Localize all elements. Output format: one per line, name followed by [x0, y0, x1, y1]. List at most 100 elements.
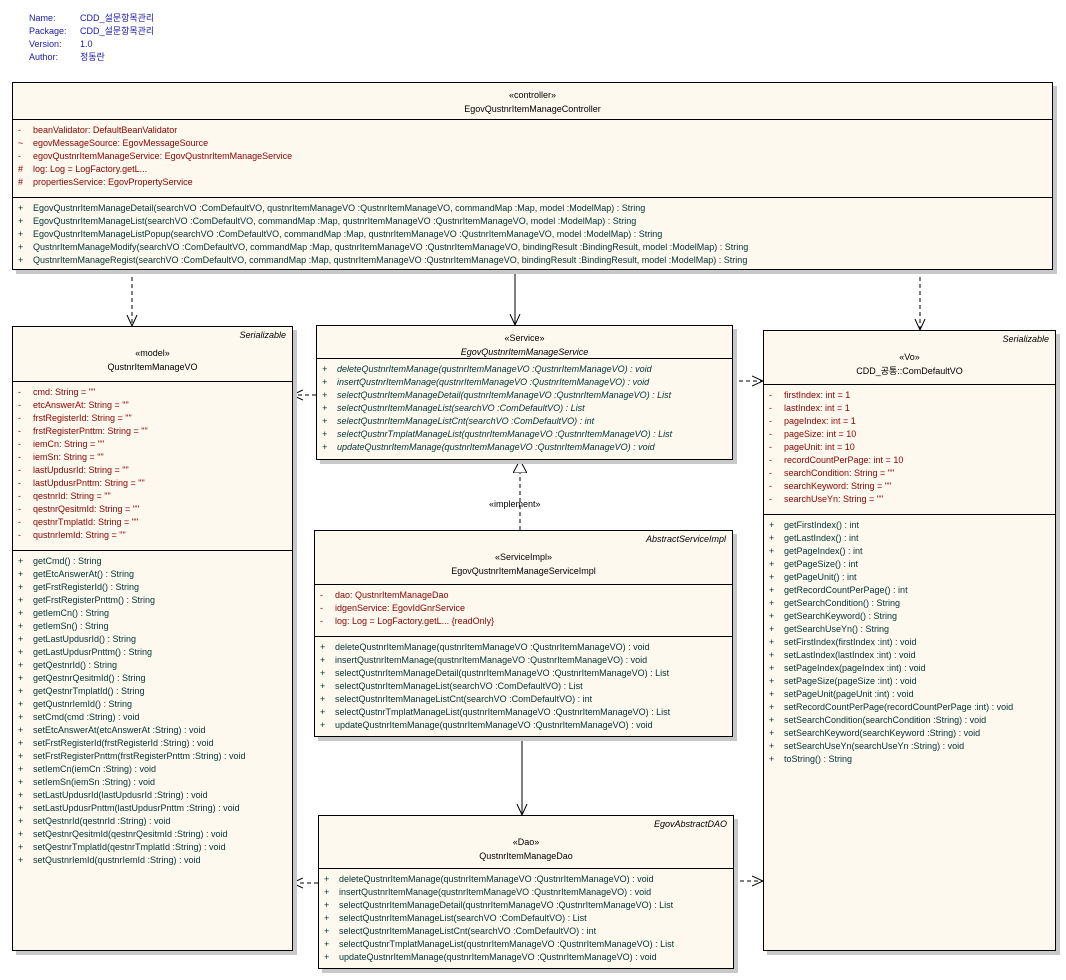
operation[interactable]: + setQustnrIemId(qustnrIemId :String) : v…: [13, 854, 292, 867]
operation[interactable]: + selectQustnrItemManageListCnt(searchVO …: [319, 925, 733, 938]
operation[interactable]: + selectQustnrItemManageDetail(qustnrItem…: [319, 899, 733, 912]
attribute[interactable]: - cmd: String = "": [13, 386, 292, 399]
class-controller[interactable]: «controller» EgovQustnrItemManageControll…: [12, 82, 1053, 270]
operation[interactable]: + getPageSize() : int: [764, 558, 1055, 571]
operation[interactable]: + QustnrItemManageRegist(searchVO :ComDef…: [13, 254, 1052, 267]
class-dao[interactable]: EgovAbstractDAO «Dao» QustnrItemManageDao +…: [318, 815, 734, 969]
operation[interactable]: + setQestnrTmplatId(qestnrTmplatId :Strin…: [13, 841, 292, 854]
attribute[interactable]: - pageSize: int = 10: [764, 428, 1055, 441]
operation[interactable]: + selectQustnrItemManageListCnt(searchVO …: [317, 415, 732, 428]
attribute[interactable]: - searchUseYn: String = "": [764, 493, 1055, 506]
attribute[interactable]: - qustnrIemId: String = "": [13, 529, 292, 542]
attribute[interactable]: - beanValidator: DefaultBeanValidator: [13, 124, 1052, 137]
operation[interactable]: + setFrstRegisterId(frstRegisterId :Strin…: [13, 737, 292, 750]
operation[interactable]: + getSearchCondition() : String: [764, 597, 1055, 610]
operation[interactable]: + getCmd() : String: [13, 555, 292, 568]
attribute[interactable]: ~ egovMessageSource: EgovMessageSource: [13, 137, 1052, 150]
operation[interactable]: + getFirstIndex() : int: [764, 519, 1055, 532]
attribute[interactable]: - lastIndex: int = 1: [764, 402, 1055, 415]
operation[interactable]: + selectQustnrItemManageList(searchVO :Co…: [319, 912, 733, 925]
operation[interactable]: + getFrstRegisterPnttm() : String: [13, 594, 292, 607]
operation[interactable]: + setPageSize(pageSize :int) : void: [764, 675, 1055, 688]
attribute[interactable]: - frstRegisterId: String = "": [13, 412, 292, 425]
attribute[interactable]: - egovQustnrItemManageService: EgovQustnr…: [13, 150, 1052, 163]
operation[interactable]: + setFirstIndex(firstIndex :int) : void: [764, 636, 1055, 649]
operation[interactable]: + setEtcAnswerAt(etcAnswerAt :String) : v…: [13, 724, 292, 737]
attribute[interactable]: - searchKeyword: String = "": [764, 480, 1055, 493]
operation[interactable]: + deleteQustnrItemManage(qustnrItemManage…: [317, 363, 732, 376]
attribute[interactable]: - iemSn: String = "": [13, 451, 292, 464]
operation[interactable]: + selectQustnrItemManageListCnt(searchVO …: [315, 693, 732, 706]
operation[interactable]: + insertQustnrItemManage(qustnrItemManage…: [317, 376, 732, 389]
class-serviceimpl[interactable]: AbstractServiceImpl «ServiceImpl» EgovQust…: [314, 530, 733, 737]
class-model[interactable]: Serializable «model» QustnrItemManageVO - cm…: [12, 326, 293, 951]
operation[interactable]: + getQestnrId() : String: [13, 659, 292, 672]
operation[interactable]: + getLastIndex() : int: [764, 532, 1055, 545]
attribute[interactable]: - frstRegisterPnttm: String = "": [13, 425, 292, 438]
operation[interactable]: + setQestnrQesitmId(qestnrQesitmId :Strin…: [13, 828, 292, 841]
operation[interactable]: + setFrstRegisterPnttm(frstRegisterPnttm …: [13, 750, 292, 763]
attribute[interactable]: - qestnrQesitmId: String = "": [13, 503, 292, 516]
operation[interactable]: + getQustnrIemId() : String: [13, 698, 292, 711]
operation[interactable]: + selectQustnrTmplatManageList(qustnrItem…: [319, 938, 733, 951]
operation[interactable]: + setSearchCondition(searchCondition :Str…: [764, 714, 1055, 727]
operation[interactable]: + setCmd(cmd :String) : void: [13, 711, 292, 724]
operation[interactable]: + getEtcAnswerAt() : String: [13, 568, 292, 581]
class-comdefault[interactable]: Serializable «Vo» CDD_공통::ComDefaultVO - fir…: [763, 330, 1056, 951]
operation[interactable]: + getQestnrQesitmId() : String: [13, 672, 292, 685]
attribute[interactable]: - dao: QustnrItemManageDao: [315, 589, 732, 602]
operation[interactable]: + getQestnrTmplatId() : String: [13, 685, 292, 698]
operation[interactable]: + setRecordCountPerPage(recordCountPerPag…: [764, 701, 1055, 714]
attribute[interactable]: - pageUnit: int = 10: [764, 441, 1055, 454]
attribute[interactable]: - lastUpdusrPnttm: String = "": [13, 477, 292, 490]
operation[interactable]: + selectQustnrItemManageDetail(qustnrItem…: [317, 389, 732, 402]
attribute[interactable]: - iemCn: String = "": [13, 438, 292, 451]
operation[interactable]: + selectQustnrTmplatManageList(qustnrItem…: [315, 706, 732, 719]
operation[interactable]: + getFrstRegisterId() : String: [13, 581, 292, 594]
operation[interactable]: + getLastUpdusrId() : String: [13, 633, 292, 646]
class-service[interactable]: «Service» EgovQustnrItemManageService + del…: [316, 325, 733, 460]
attribute[interactable]: - lastUpdusrId: String = "": [13, 464, 292, 477]
operation[interactable]: + getIemSn() : String: [13, 620, 292, 633]
operation[interactable]: + EgovQustnrItemManageDetail(searchVO :Co…: [13, 202, 1052, 215]
operation[interactable]: + selectQustnrItemManageList(searchVO :Co…: [315, 680, 732, 693]
operation[interactable]: + setLastUpdusrPnttm(lastUpdusrPnttm :Str…: [13, 802, 292, 815]
operation[interactable]: + getSearchUseYn() : String: [764, 623, 1055, 636]
attribute[interactable]: - log: Log = LogFactory.getL... {readOnly…: [315, 615, 732, 628]
operation[interactable]: + EgovQustnrItemManageListPopup(searchVO …: [13, 228, 1052, 241]
operation[interactable]: + QustnrItemManageModify(searchVO :ComDef…: [13, 241, 1052, 254]
operation[interactable]: + setLastIndex(lastIndex :int) : void: [764, 649, 1055, 662]
attribute[interactable]: - idgenService: EgovIdGnrService: [315, 602, 732, 615]
operation[interactable]: + setIemCn(iemCn :String) : void: [13, 763, 292, 776]
operation[interactable]: + insertQustnrItemManage(qustnrItemManage…: [315, 654, 732, 667]
operation[interactable]: + getRecordCountPerPage() : int: [764, 584, 1055, 597]
attribute[interactable]: - qestnrTmplatId: String = "": [13, 516, 292, 529]
attribute[interactable]: - qestnrId: String = "": [13, 490, 292, 503]
operation[interactable]: + EgovQustnrItemManageList(searchVO :ComD…: [13, 215, 1052, 228]
attribute[interactable]: # log: Log = LogFactory.getL...: [13, 163, 1052, 176]
operation[interactable]: + getPageUnit() : int: [764, 571, 1055, 584]
operation[interactable]: + getIemCn() : String: [13, 607, 292, 620]
operation[interactable]: + getPageIndex() : int: [764, 545, 1055, 558]
attribute[interactable]: - firstIndex: int = 1: [764, 389, 1055, 402]
operation[interactable]: + updateQustnrItemManage(qustnrItemManage…: [315, 719, 732, 732]
operation[interactable]: + getSearchKeyword() : String: [764, 610, 1055, 623]
attribute[interactable]: - searchCondition: String = "": [764, 467, 1055, 480]
operation[interactable]: + setSearchKeyword(searchKeyword :String)…: [764, 727, 1055, 740]
operation[interactable]: + deleteQustnrItemManage(qustnrItemManage…: [315, 641, 732, 654]
operation[interactable]: + setPageIndex(pageIndex :int) : void: [764, 662, 1055, 675]
operation[interactable]: + updateQustnrItemManage(qustnrItemManage…: [319, 951, 733, 964]
operation[interactable]: + updateQustnrItemManage(qustnrItemManage…: [317, 441, 732, 454]
operation[interactable]: + setSearchUseYn(searchUseYn :String) : v…: [764, 740, 1055, 753]
operation[interactable]: + setLastUpdusrId(lastUpdusrId :String) :…: [13, 789, 292, 802]
operation[interactable]: + setPageUnit(pageUnit :int) : void: [764, 688, 1055, 701]
operation[interactable]: + getLastUpdusrPnttm() : String: [13, 646, 292, 659]
operation[interactable]: + selectQustnrItemManageDetail(qustnrItem…: [315, 667, 732, 680]
operation[interactable]: + setIemSn(iemSn :String) : void: [13, 776, 292, 789]
operation[interactable]: + selectQustnrTmplatManageList(qustnrItem…: [317, 428, 732, 441]
attribute[interactable]: # propertiesService: EgovPropertyService: [13, 176, 1052, 189]
operation[interactable]: + toString() : String: [764, 753, 1055, 766]
operation[interactable]: + setQestnrId(qestnrId :String) : void: [13, 815, 292, 828]
attribute[interactable]: - recordCountPerPage: int = 10: [764, 454, 1055, 467]
attribute[interactable]: - etcAnswerAt: String = "": [13, 399, 292, 412]
